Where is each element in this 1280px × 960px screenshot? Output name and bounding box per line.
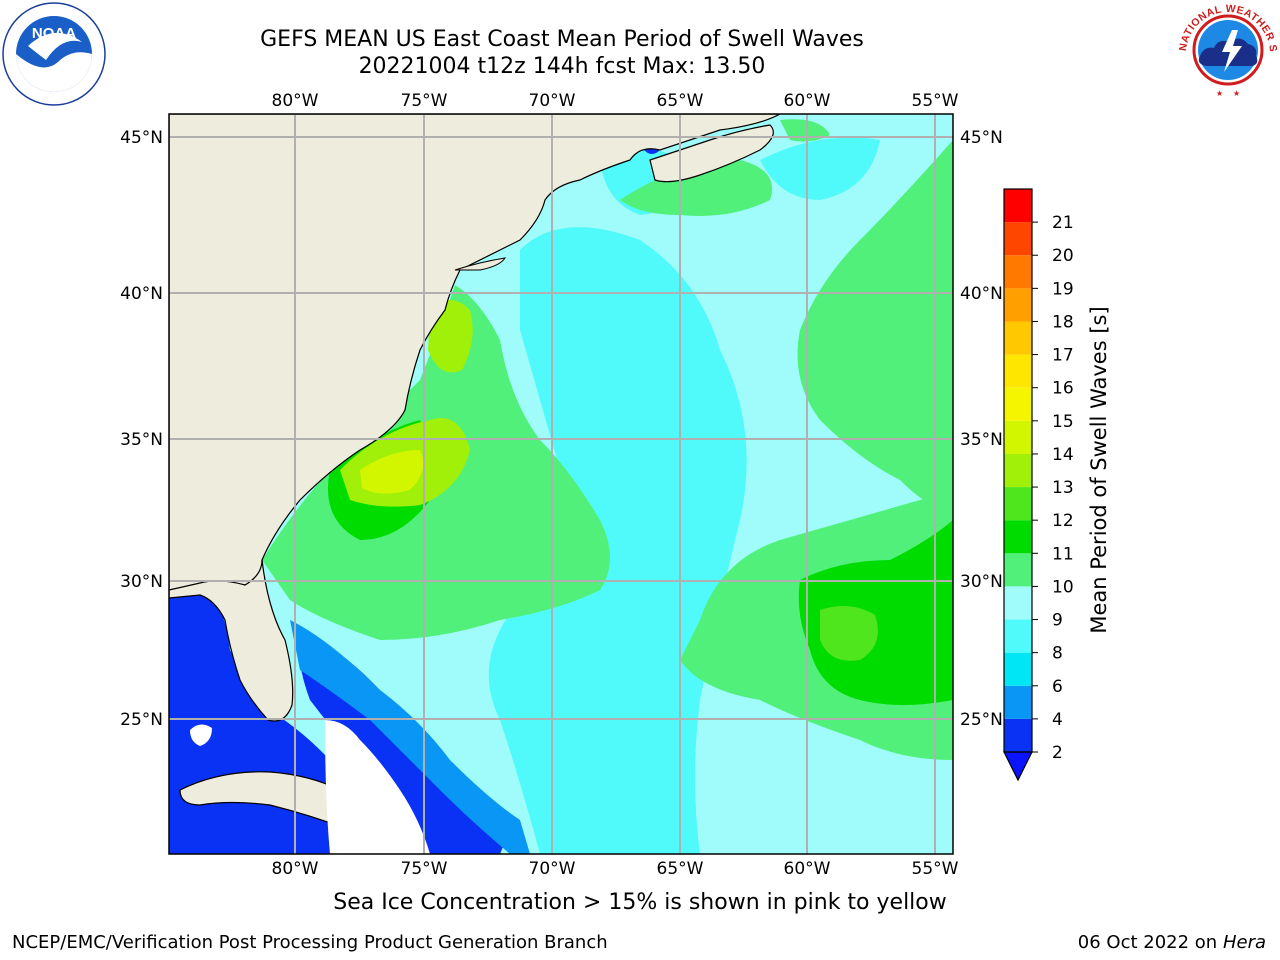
lon-label-top: 65°W <box>657 91 704 111</box>
colorbar-tick-label: 8 <box>1052 644 1063 664</box>
lat-label-left: 40°N <box>120 284 163 304</box>
footer-date: 06 Oct 2022 on Hera <box>1078 932 1266 953</box>
colorbar-band <box>1004 288 1032 322</box>
swell-region-yellowgreen <box>360 450 424 494</box>
lat-label-left: 45°N <box>120 128 163 148</box>
footer-date-text: 06 Oct 2022 on <box>1077 932 1223 953</box>
colorbar-band <box>1004 553 1032 587</box>
lat-label-right: 25°N <box>960 710 1003 730</box>
colorbar-tick-label: 19 <box>1052 279 1074 299</box>
lon-label-bottom: 55°W <box>912 859 959 879</box>
lat-label-left: 25°N <box>120 710 163 730</box>
colorbar-band <box>1004 586 1032 620</box>
lon-label-top: 60°W <box>784 91 831 111</box>
chart-subtitle: 20221004 t12z 144h fcst Max: 13.50 <box>358 54 766 79</box>
swell-region-green-east <box>797 140 953 507</box>
colorbar-tick-label: 11 <box>1052 544 1074 564</box>
colorbar-band <box>1004 619 1032 653</box>
swell-region-cyan <box>488 227 747 854</box>
footer-credit: NCEP/EMC/Verification Post Processing Pr… <box>12 932 608 953</box>
svg-text:★: ★ <box>1216 89 1223 98</box>
colorbar-outline <box>1003 188 1033 753</box>
nws-logo: NATIONAL WEATHER SERVICE ★ ★ <box>1176 0 1279 99</box>
swell-region-midblue <box>290 620 530 854</box>
colorbar-tick-label: 2 <box>1052 743 1063 763</box>
colorbar-tick-label: 6 <box>1052 677 1063 697</box>
swell-region-bright-green <box>798 520 953 705</box>
colorbar-band <box>1004 453 1032 488</box>
svg-text:★: ★ <box>1233 89 1240 98</box>
noaa-logo-text: NOAA <box>32 25 76 42</box>
sea-ice-note: Sea Ice Concentration > 15% is shown in … <box>333 890 947 915</box>
lon-label-bottom: 65°W <box>657 859 704 879</box>
colorbar-band <box>1004 354 1032 388</box>
swell-region-lime <box>820 606 878 661</box>
lat-label-right: 30°N <box>960 572 1003 592</box>
lon-label-top: 55°W <box>912 91 959 111</box>
lon-label-bottom: 70°W <box>529 859 576 879</box>
lon-label-top: 75°W <box>401 91 448 111</box>
colorbar-tick-label: 20 <box>1052 246 1074 266</box>
colorbar-tick-label: 18 <box>1052 312 1074 332</box>
colorbar-band <box>1004 387 1032 421</box>
nodata-gulf-patch <box>190 724 212 746</box>
colorbar-band <box>1004 189 1032 223</box>
lon-label-bottom: 75°W <box>401 859 448 879</box>
noaa-logo: NOAA <box>2 2 106 106</box>
colorbar-band <box>1004 718 1032 752</box>
lat-label-left: 35°N <box>120 430 163 450</box>
colorbar-tick-label: 16 <box>1052 379 1074 399</box>
lat-label-right: 45°N <box>960 128 1003 148</box>
colorbar-band <box>1004 222 1032 256</box>
colorbar-tick-label: 13 <box>1052 478 1074 498</box>
colorbar-band <box>1004 685 1032 719</box>
lon-label-top: 80°W <box>272 91 319 111</box>
land-long-island <box>454 257 507 271</box>
colorbar-tick-label: 17 <box>1052 346 1074 366</box>
colorbar-tick-label: 9 <box>1052 611 1063 631</box>
lon-label-bottom: 80°W <box>272 859 319 879</box>
colorbar-tick-label: 14 <box>1052 445 1074 465</box>
colorbar-tick-label: 12 <box>1052 511 1074 531</box>
colorbar-band <box>1004 420 1032 454</box>
land-florida <box>169 559 294 722</box>
lat-label-right: 35°N <box>960 430 1003 450</box>
lat-label-left: 30°N <box>120 572 163 592</box>
colorbar-band <box>1004 321 1032 355</box>
swell-region-cyan-3 <box>760 137 880 200</box>
land-north-america <box>169 114 781 591</box>
lat-label-right: 40°N <box>960 284 1003 304</box>
colorbar-tick-label: 21 <box>1052 213 1074 233</box>
graticule <box>169 114 953 854</box>
colorbar-extend-min <box>1003 751 1033 782</box>
footer-machine: Hera <box>1222 932 1266 953</box>
chart-title: GEFS MEAN US East Coast Mean Period of S… <box>260 27 864 52</box>
lon-label-top: 70°W <box>529 91 576 111</box>
colorbar-tick-label: 10 <box>1052 577 1074 597</box>
colorbar: 2 4 6 8 9 10 11 12 13 14 15 16 17 18 19 20 21 <box>1003 188 1074 782</box>
colorbar-label: Mean Period of Swell Waves [s] <box>1087 306 1111 633</box>
lon-label-bottom: 60°W <box>784 859 831 879</box>
nodata-bahamas-bank <box>325 720 430 854</box>
colorbar-band <box>1004 255 1032 289</box>
colorbar-band <box>1004 487 1032 521</box>
map-frame <box>168 113 954 855</box>
colorbar-tick-label: 15 <box>1052 412 1074 432</box>
colorbar-tick-label: 4 <box>1052 710 1063 730</box>
colorbar-band <box>1004 652 1032 686</box>
swell-region-green-north <box>620 160 772 216</box>
map-plot-area <box>169 114 953 854</box>
colorbar-band <box>1004 520 1032 554</box>
